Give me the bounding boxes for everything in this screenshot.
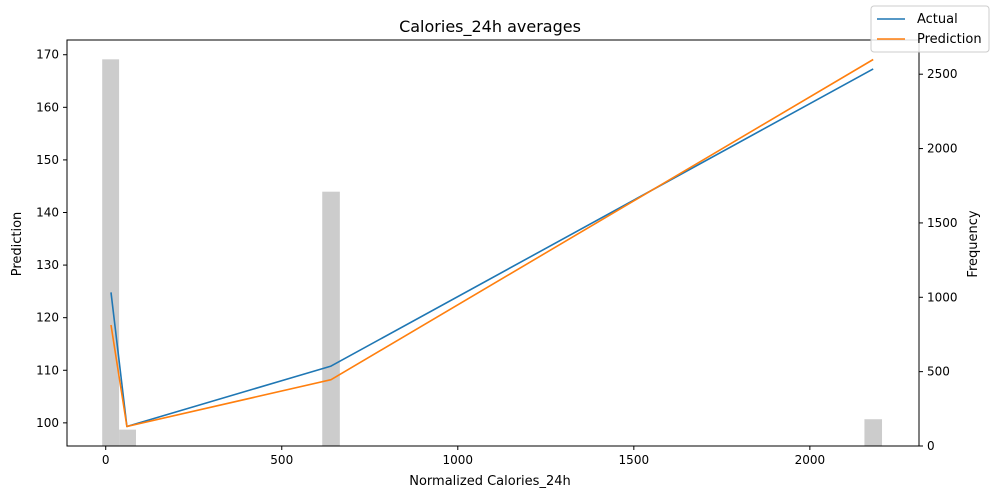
legend: Actual Prediction <box>870 5 990 53</box>
y-tick-label: 120 <box>36 311 59 325</box>
x-tick-label: 1000 <box>443 453 474 467</box>
chart-title: Calories_24h averages <box>399 17 581 37</box>
x-tick-label: 1500 <box>619 453 650 467</box>
y2-tick-label: 2000 <box>927 142 958 156</box>
y2-tick-label: 500 <box>927 365 950 379</box>
x-tick-label: 2000 <box>795 453 826 467</box>
x-tick-label: 0 <box>102 453 110 467</box>
plot-area: 0 500 1000 1500 2000 100 110 120 130 140 150 160 170… <box>36 39 958 467</box>
y2-tick-label: 2500 <box>927 67 958 81</box>
histogram-bar-4 <box>864 419 883 446</box>
series-line-actual <box>110 68 874 428</box>
x-axis-label: Normalized Calories_24h <box>409 474 570 489</box>
y-tick-label: 150 <box>36 153 59 167</box>
histogram-bar-2 <box>119 429 137 446</box>
legend-label-prediction: Prediction <box>917 32 982 47</box>
y-tick-label: 130 <box>36 258 59 272</box>
y2-tick-label: 1500 <box>927 216 958 230</box>
series-line-prediction <box>110 58 874 428</box>
histogram-bar-3 <box>322 191 340 446</box>
y-tick-label: 170 <box>36 48 59 62</box>
y2-tick-label: 0 <box>927 439 935 453</box>
y-tick-label: 140 <box>36 205 59 219</box>
x-tick-label: 500 <box>270 453 293 467</box>
y2-tick-label: 1000 <box>927 290 958 304</box>
y-tick-label: 100 <box>36 416 59 430</box>
legend-box <box>870 5 990 53</box>
y-tick-label: 110 <box>36 363 59 377</box>
y-axis-label: Prediction <box>10 212 25 277</box>
y2-axis-label: Frequency <box>966 210 981 277</box>
plot-frame <box>66 39 920 447</box>
histogram-bar-1 <box>102 59 120 446</box>
y-tick-label: 160 <box>36 100 59 114</box>
legend-label-actual: Actual <box>917 12 958 27</box>
